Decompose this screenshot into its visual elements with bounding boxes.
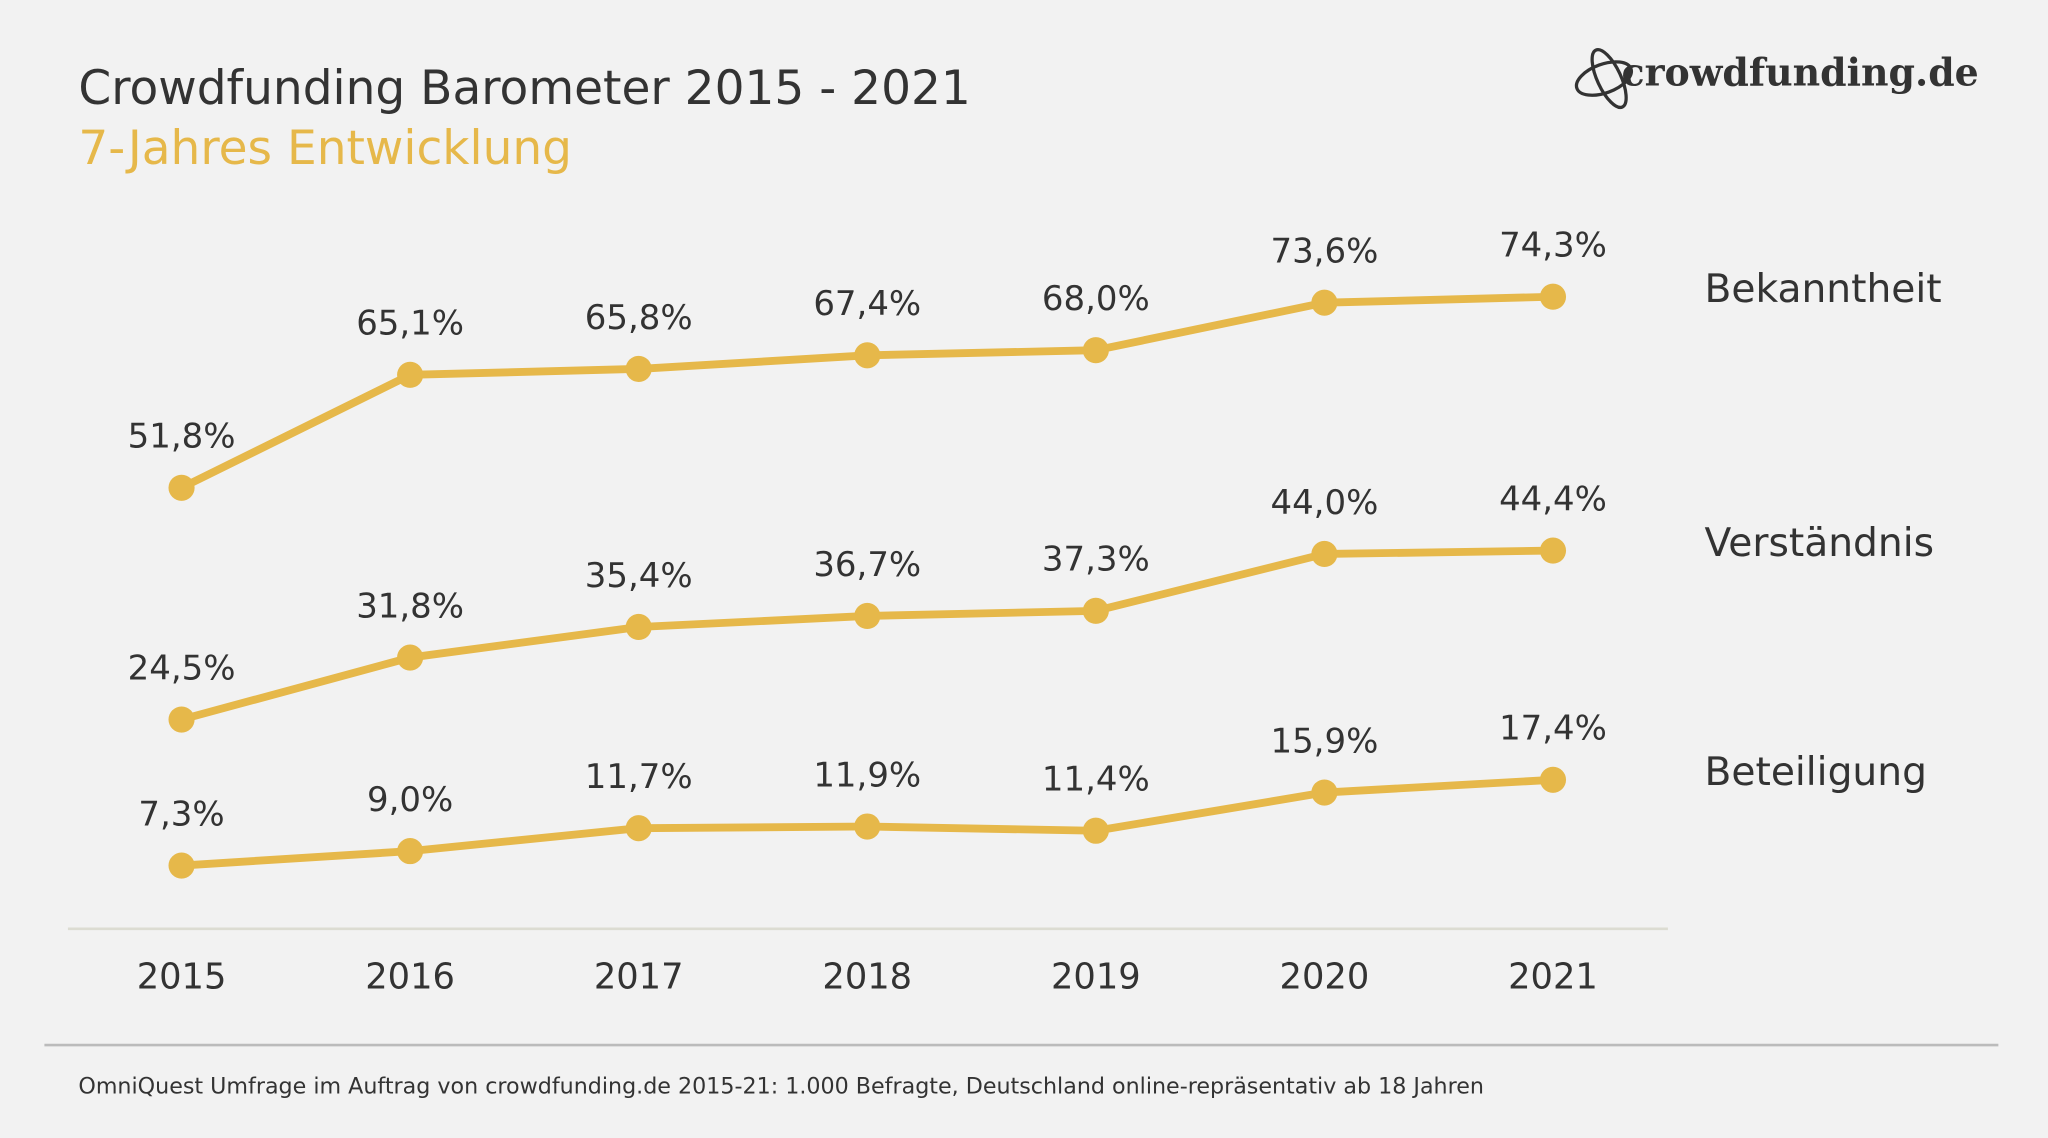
data-point [854,602,881,630]
data-label: 11,9% [813,755,921,795]
data-label: 17,4% [1499,709,1607,749]
legend-label: Verständnis [1704,521,1934,566]
data-label: 51,8% [128,417,236,457]
data-point [1311,779,1338,806]
data-point [1539,283,1567,310]
data-label: 37,3% [1042,540,1150,580]
data-label: 36,7% [813,545,921,585]
data-label: 73,6% [1271,232,1379,272]
data-point [1311,289,1338,316]
data-point [168,474,195,501]
data-label: 11,4% [1042,760,1150,800]
data-label: 35,4% [585,556,693,596]
data-point [854,342,881,369]
x-tick-label: 2019 [1051,956,1141,997]
chart-title: Crowdfunding Barometer 2015 - 2021 [78,61,970,116]
x-tick-label: 2015 [137,956,227,997]
data-point [397,644,424,671]
data-point [854,813,881,840]
data-point [168,706,195,733]
data-label: 7,3% [138,794,224,834]
data-point [625,613,652,641]
legend-label: Beteiligung [1704,750,1926,795]
data-point [397,838,424,865]
data-point [625,815,652,842]
logo-text: crowdfunding.de [1622,49,1979,94]
data-point [1311,540,1338,568]
data-point [1539,537,1567,564]
data-label: 15,9% [1271,721,1379,761]
legend-label: Bekanntheit [1704,267,1941,312]
data-label: 24,5% [128,648,236,688]
logo-icon [1574,48,1633,110]
data-point [397,361,424,388]
data-point [1082,597,1109,624]
data-label: 44,0% [1271,483,1379,523]
data-label: 67,4% [813,284,921,324]
x-tick-label: 2017 [594,956,684,997]
data-point [1539,766,1567,793]
data-point [168,852,195,879]
data-label: 74,3% [1499,226,1607,266]
data-point [1082,337,1109,364]
data-label: 31,8% [356,586,464,626]
data-label: 68,0% [1042,279,1150,319]
data-label: 9,0% [367,780,453,820]
x-tick-label: 2016 [365,956,455,997]
x-tick-label: 2018 [822,956,912,997]
x-tick-label: 2020 [1280,956,1370,997]
chart-subtitle: 7-Jahres Entwicklung [78,121,572,176]
data-label: 65,8% [585,298,693,338]
data-point [625,355,652,382]
source-note: OmniQuest Umfrage im Auftrag von crowdfu… [78,1073,1484,1099]
data-label: 44,4% [1499,479,1607,519]
data-label: 65,1% [356,304,464,344]
data-label: 11,7% [585,757,693,797]
x-tick-label: 2021 [1508,956,1598,997]
data-point [1082,817,1109,844]
